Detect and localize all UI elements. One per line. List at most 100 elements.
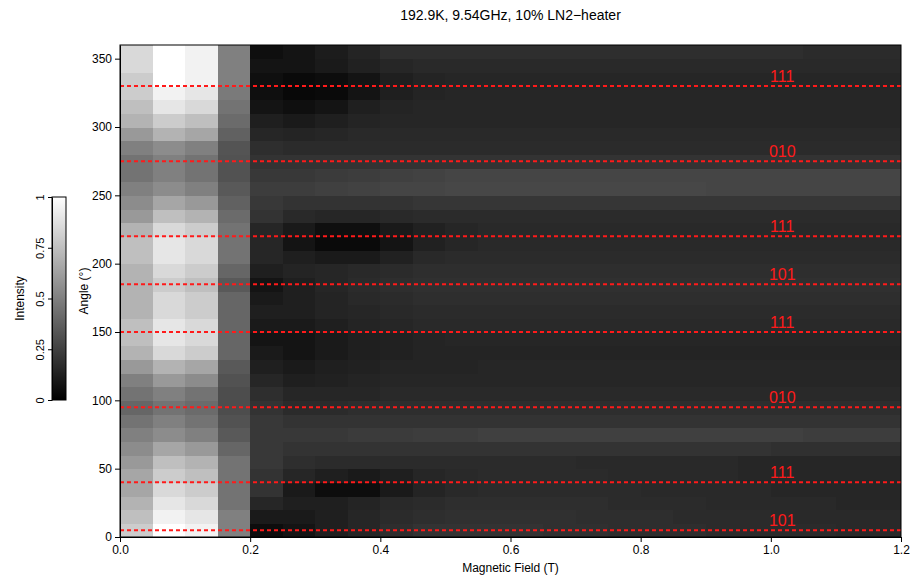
heatmap-cell — [576, 141, 609, 155]
x-axis-tick: 1.0 — [763, 537, 780, 557]
heatmap-cell — [868, 86, 901, 100]
heatmap-cell — [283, 182, 316, 196]
y-axis-tick-mark — [115, 332, 120, 333]
heatmap-cell — [185, 264, 218, 278]
heatmap-cell — [185, 482, 218, 496]
heatmap-cell — [445, 127, 478, 141]
heatmap-cell — [218, 318, 251, 332]
heatmap-cell — [868, 305, 901, 319]
heatmap-cell — [803, 113, 836, 127]
heatmap-cell — [511, 72, 544, 86]
heatmap-cell — [576, 291, 609, 305]
heatmap-cell — [478, 72, 511, 86]
heatmap-cell — [771, 482, 804, 496]
heatmap-cell — [380, 441, 413, 455]
heatmap-cell — [445, 141, 478, 155]
heatmap-cell — [445, 223, 478, 237]
heatmap-cell — [380, 373, 413, 387]
heatmap-cell — [771, 86, 804, 100]
heatmap-cell — [641, 236, 674, 250]
heatmap-cell — [641, 469, 674, 483]
heatmap-cell — [413, 441, 446, 455]
annotation-label: 101 — [769, 266, 796, 283]
colorbar-axis-tick-mark — [48, 349, 52, 350]
heatmap-cell — [283, 318, 316, 332]
heatmap-cell — [836, 428, 869, 442]
heatmap-cell — [836, 223, 869, 237]
heatmap-cell — [120, 59, 153, 73]
heatmap-cell — [836, 141, 869, 155]
heatmap-cell — [673, 482, 706, 496]
heatmap-cell — [120, 496, 153, 510]
heatmap-cell — [641, 318, 674, 332]
heatmap-cell — [868, 496, 901, 510]
heatmap-cell — [543, 318, 576, 332]
heatmap-cell — [706, 250, 739, 264]
heatmap-cell — [250, 168, 283, 182]
heatmap-cell — [706, 482, 739, 496]
heatmap-cell — [348, 236, 381, 250]
heatmap-cell — [218, 141, 251, 155]
heatmap-cell — [673, 428, 706, 442]
heatmap-cell — [608, 209, 641, 223]
heatmap-cell — [185, 72, 218, 86]
heatmap-cell — [153, 100, 186, 114]
heatmap-cell — [283, 510, 316, 524]
heatmap-cell — [380, 45, 413, 59]
heatmap-cell — [348, 127, 381, 141]
heatmap-cell — [380, 496, 413, 510]
colorbar-axis-tick-mark — [48, 400, 52, 401]
heatmap-cell — [120, 373, 153, 387]
heatmap-cell — [641, 373, 674, 387]
annotation-label: 111 — [770, 68, 794, 85]
colorbar-axis-tick: 1 — [34, 194, 52, 200]
heatmap-cell — [153, 373, 186, 387]
heatmap-cell — [315, 72, 348, 86]
heatmap-cell — [283, 482, 316, 496]
heatmap-cell — [803, 72, 836, 86]
heatmap-cell — [576, 510, 609, 524]
heatmap-cell — [771, 496, 804, 510]
heatmap-cell — [283, 455, 316, 469]
annotation-line — [120, 406, 901, 408]
x-axis-tick: 0.4 — [372, 537, 389, 557]
heatmap-cell — [478, 59, 511, 73]
heatmap-cell — [120, 441, 153, 455]
heatmap-cell — [836, 318, 869, 332]
heatmap-cell — [315, 127, 348, 141]
heatmap-cell — [445, 113, 478, 127]
heatmap-cell — [706, 359, 739, 373]
heatmap-cell — [738, 59, 771, 73]
heatmap-cell — [315, 209, 348, 223]
heatmap-cell — [348, 182, 381, 196]
heatmap-cell — [511, 510, 544, 524]
heatmap-cell — [836, 510, 869, 524]
heatmap-cell — [576, 469, 609, 483]
heatmap-cell — [120, 387, 153, 401]
heatmap-cell — [803, 195, 836, 209]
colorbar-axis: 00.250.50.751 — [34, 194, 53, 403]
heatmap-cell — [543, 496, 576, 510]
heatmap-cell — [185, 455, 218, 469]
heatmap-cell — [445, 428, 478, 442]
heatmap-cell — [185, 195, 218, 209]
heatmap-cell — [120, 236, 153, 250]
heatmap-cell — [543, 127, 576, 141]
heatmap-cell — [641, 510, 674, 524]
colorbar-axis-tick: 0.75 — [34, 238, 52, 259]
heatmap-cell — [673, 100, 706, 114]
heatmap-cell — [218, 223, 251, 237]
heatmap-cell — [836, 182, 869, 196]
heatmap-cell — [413, 469, 446, 483]
heatmap-cell — [413, 332, 446, 346]
heatmap-cell — [576, 236, 609, 250]
heatmap-cell — [836, 291, 869, 305]
y-axis-tick-mark — [115, 195, 120, 196]
heatmap-cell — [445, 510, 478, 524]
heatmap-cell — [283, 100, 316, 114]
heatmap-cell — [185, 127, 218, 141]
heatmap-cell — [771, 182, 804, 196]
heatmap-cell — [283, 496, 316, 510]
heatmap-cell — [445, 346, 478, 360]
heatmap-cell — [283, 141, 316, 155]
